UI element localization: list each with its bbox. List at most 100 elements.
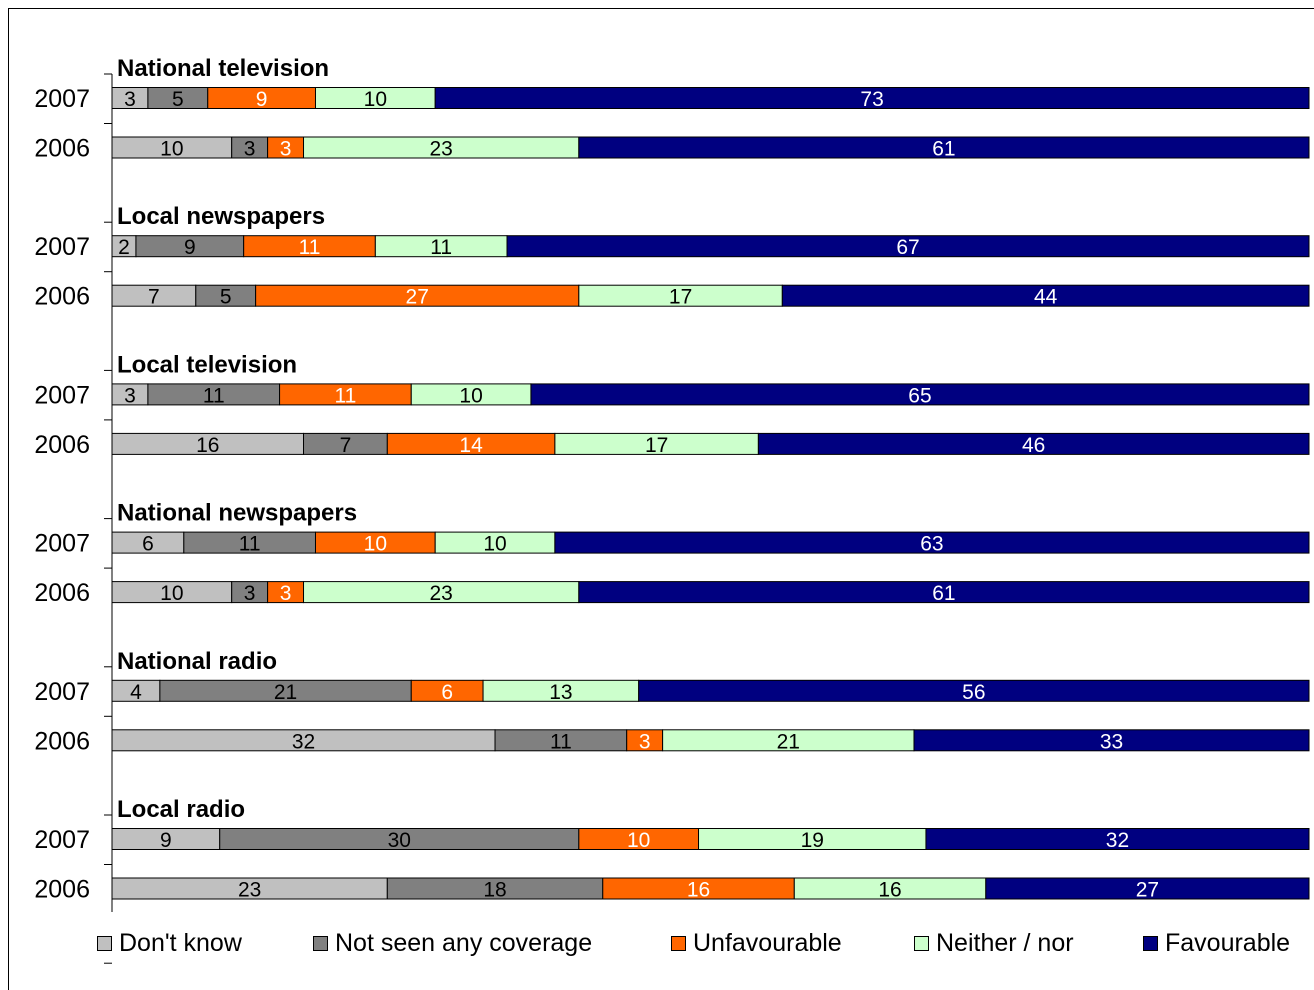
group-title-local-radio: Local radio [117, 796, 245, 823]
data-label: 44 [1034, 286, 1058, 309]
data-label: 11 [203, 384, 225, 407]
data-label: 3 [280, 138, 292, 161]
year-label: 2006 [34, 579, 90, 607]
data-label: 30 [388, 829, 411, 852]
data-label: 11 [550, 730, 572, 753]
data-label: 11 [335, 384, 357, 407]
data-label: 9 [184, 236, 196, 259]
data-label: 6 [142, 533, 154, 556]
bar-segment-favourable [554, 531, 1310, 554]
data-label: 33 [1100, 730, 1123, 753]
legend-swatch-favourable [1143, 936, 1158, 951]
data-label: 16 [687, 879, 710, 902]
data-label: 9 [256, 88, 268, 111]
year-label: 2006 [34, 431, 90, 459]
bar-segment-favourable [578, 581, 1310, 604]
group-title-national-newspapers: National newspapers [117, 500, 357, 527]
legend-item-favourable: Favourable [1143, 929, 1290, 958]
data-label: 10 [459, 384, 482, 407]
year-label: 2006 [34, 876, 90, 904]
data-label: 46 [1022, 434, 1045, 457]
legend-label-favourable: Favourable [1165, 929, 1291, 957]
data-label: 3 [124, 88, 136, 111]
legend-item-unfavourable: Unfavourable [671, 929, 842, 958]
chart-frame [8, 8, 1314, 990]
year-label: 2006 [34, 727, 90, 755]
bar-segment-favourable [578, 136, 1310, 159]
year-label: 2006 [34, 135, 90, 163]
data-label: 6 [441, 681, 453, 704]
bar-segment-favourable [985, 877, 1310, 900]
legend-label-unfavourable: Unfavourable [693, 929, 842, 957]
data-label: 10 [364, 88, 387, 111]
data-label: 3 [124, 384, 136, 407]
data-label: 3 [639, 730, 651, 753]
group-title-local-television: Local television [117, 351, 297, 378]
data-label: 65 [908, 384, 931, 407]
bar-segment-favourable [781, 284, 1310, 307]
data-label: 5 [172, 88, 184, 111]
legend-swatch-unfavourable [671, 936, 686, 951]
legend-label-neither: Neither / nor [936, 929, 1074, 957]
data-label: 21 [777, 730, 800, 753]
bar-segment-favourable [506, 235, 1310, 258]
group-title-local-newspapers: Local newspapers [117, 203, 325, 230]
data-label: 67 [896, 236, 919, 259]
data-label: 10 [364, 533, 387, 556]
year-label: 2007 [34, 381, 90, 409]
legend-label-dont-know: Don't know [119, 929, 242, 957]
data-label: 4 [130, 681, 142, 704]
data-label: 10 [483, 533, 506, 556]
data-label: 27 [1136, 879, 1159, 902]
data-label: 73 [860, 88, 883, 111]
group-title-national-radio: National radio [117, 648, 277, 675]
data-label: 5 [220, 286, 232, 309]
data-label: 61 [932, 138, 955, 161]
data-label: 23 [429, 582, 452, 605]
data-label: 63 [920, 533, 943, 556]
data-label: 11 [239, 533, 261, 556]
data-label: 32 [292, 730, 315, 753]
legend-swatch-dont-know [97, 936, 112, 951]
data-label: 7 [148, 286, 160, 309]
data-label: 16 [196, 434, 219, 457]
data-label: 23 [429, 138, 452, 161]
bar-segment-favourable [530, 383, 1310, 406]
data-label: 61 [932, 582, 955, 605]
data-label: 18 [483, 879, 506, 902]
data-label: 14 [459, 434, 483, 457]
legend-swatch-not-seen [313, 936, 328, 951]
data-label: 10 [160, 138, 183, 161]
data-label: 32 [1106, 829, 1129, 852]
legend-item-neither: Neither / nor [914, 929, 1074, 958]
data-label: 16 [878, 879, 901, 902]
data-label: 27 [406, 286, 429, 309]
data-label: 3 [244, 138, 256, 161]
legend: Don't know Not seen any coverage Unfavou… [0, 929, 1314, 961]
bar-segment-favourable [925, 828, 1310, 850]
group-title-national-television: National television [117, 55, 329, 82]
bar-segment-favourable [434, 87, 1310, 109]
bar-segment-favourable [638, 679, 1310, 702]
data-label: 19 [801, 829, 824, 852]
data-label: 21 [274, 681, 297, 704]
data-label: 17 [645, 434, 668, 457]
legend-item-dont-know: Don't know [97, 929, 242, 958]
data-label: 10 [160, 582, 183, 605]
year-label: 2007 [34, 530, 90, 558]
data-label: 11 [430, 236, 452, 259]
data-label: 3 [280, 582, 292, 605]
year-label: 2007 [34, 233, 90, 261]
year-label: 2006 [34, 283, 90, 311]
data-label: 23 [238, 879, 261, 902]
year-label: 2007 [34, 678, 90, 706]
legend-item-not-seen: Not seen any coverage [313, 929, 592, 958]
bar-segment-favourable [757, 432, 1310, 455]
year-label: 2007 [34, 85, 90, 113]
data-label: 9 [160, 829, 172, 852]
legend-swatch-neither [914, 936, 929, 951]
data-label: 3 [244, 582, 256, 605]
data-label: 11 [299, 236, 321, 259]
data-label: 13 [549, 681, 572, 704]
